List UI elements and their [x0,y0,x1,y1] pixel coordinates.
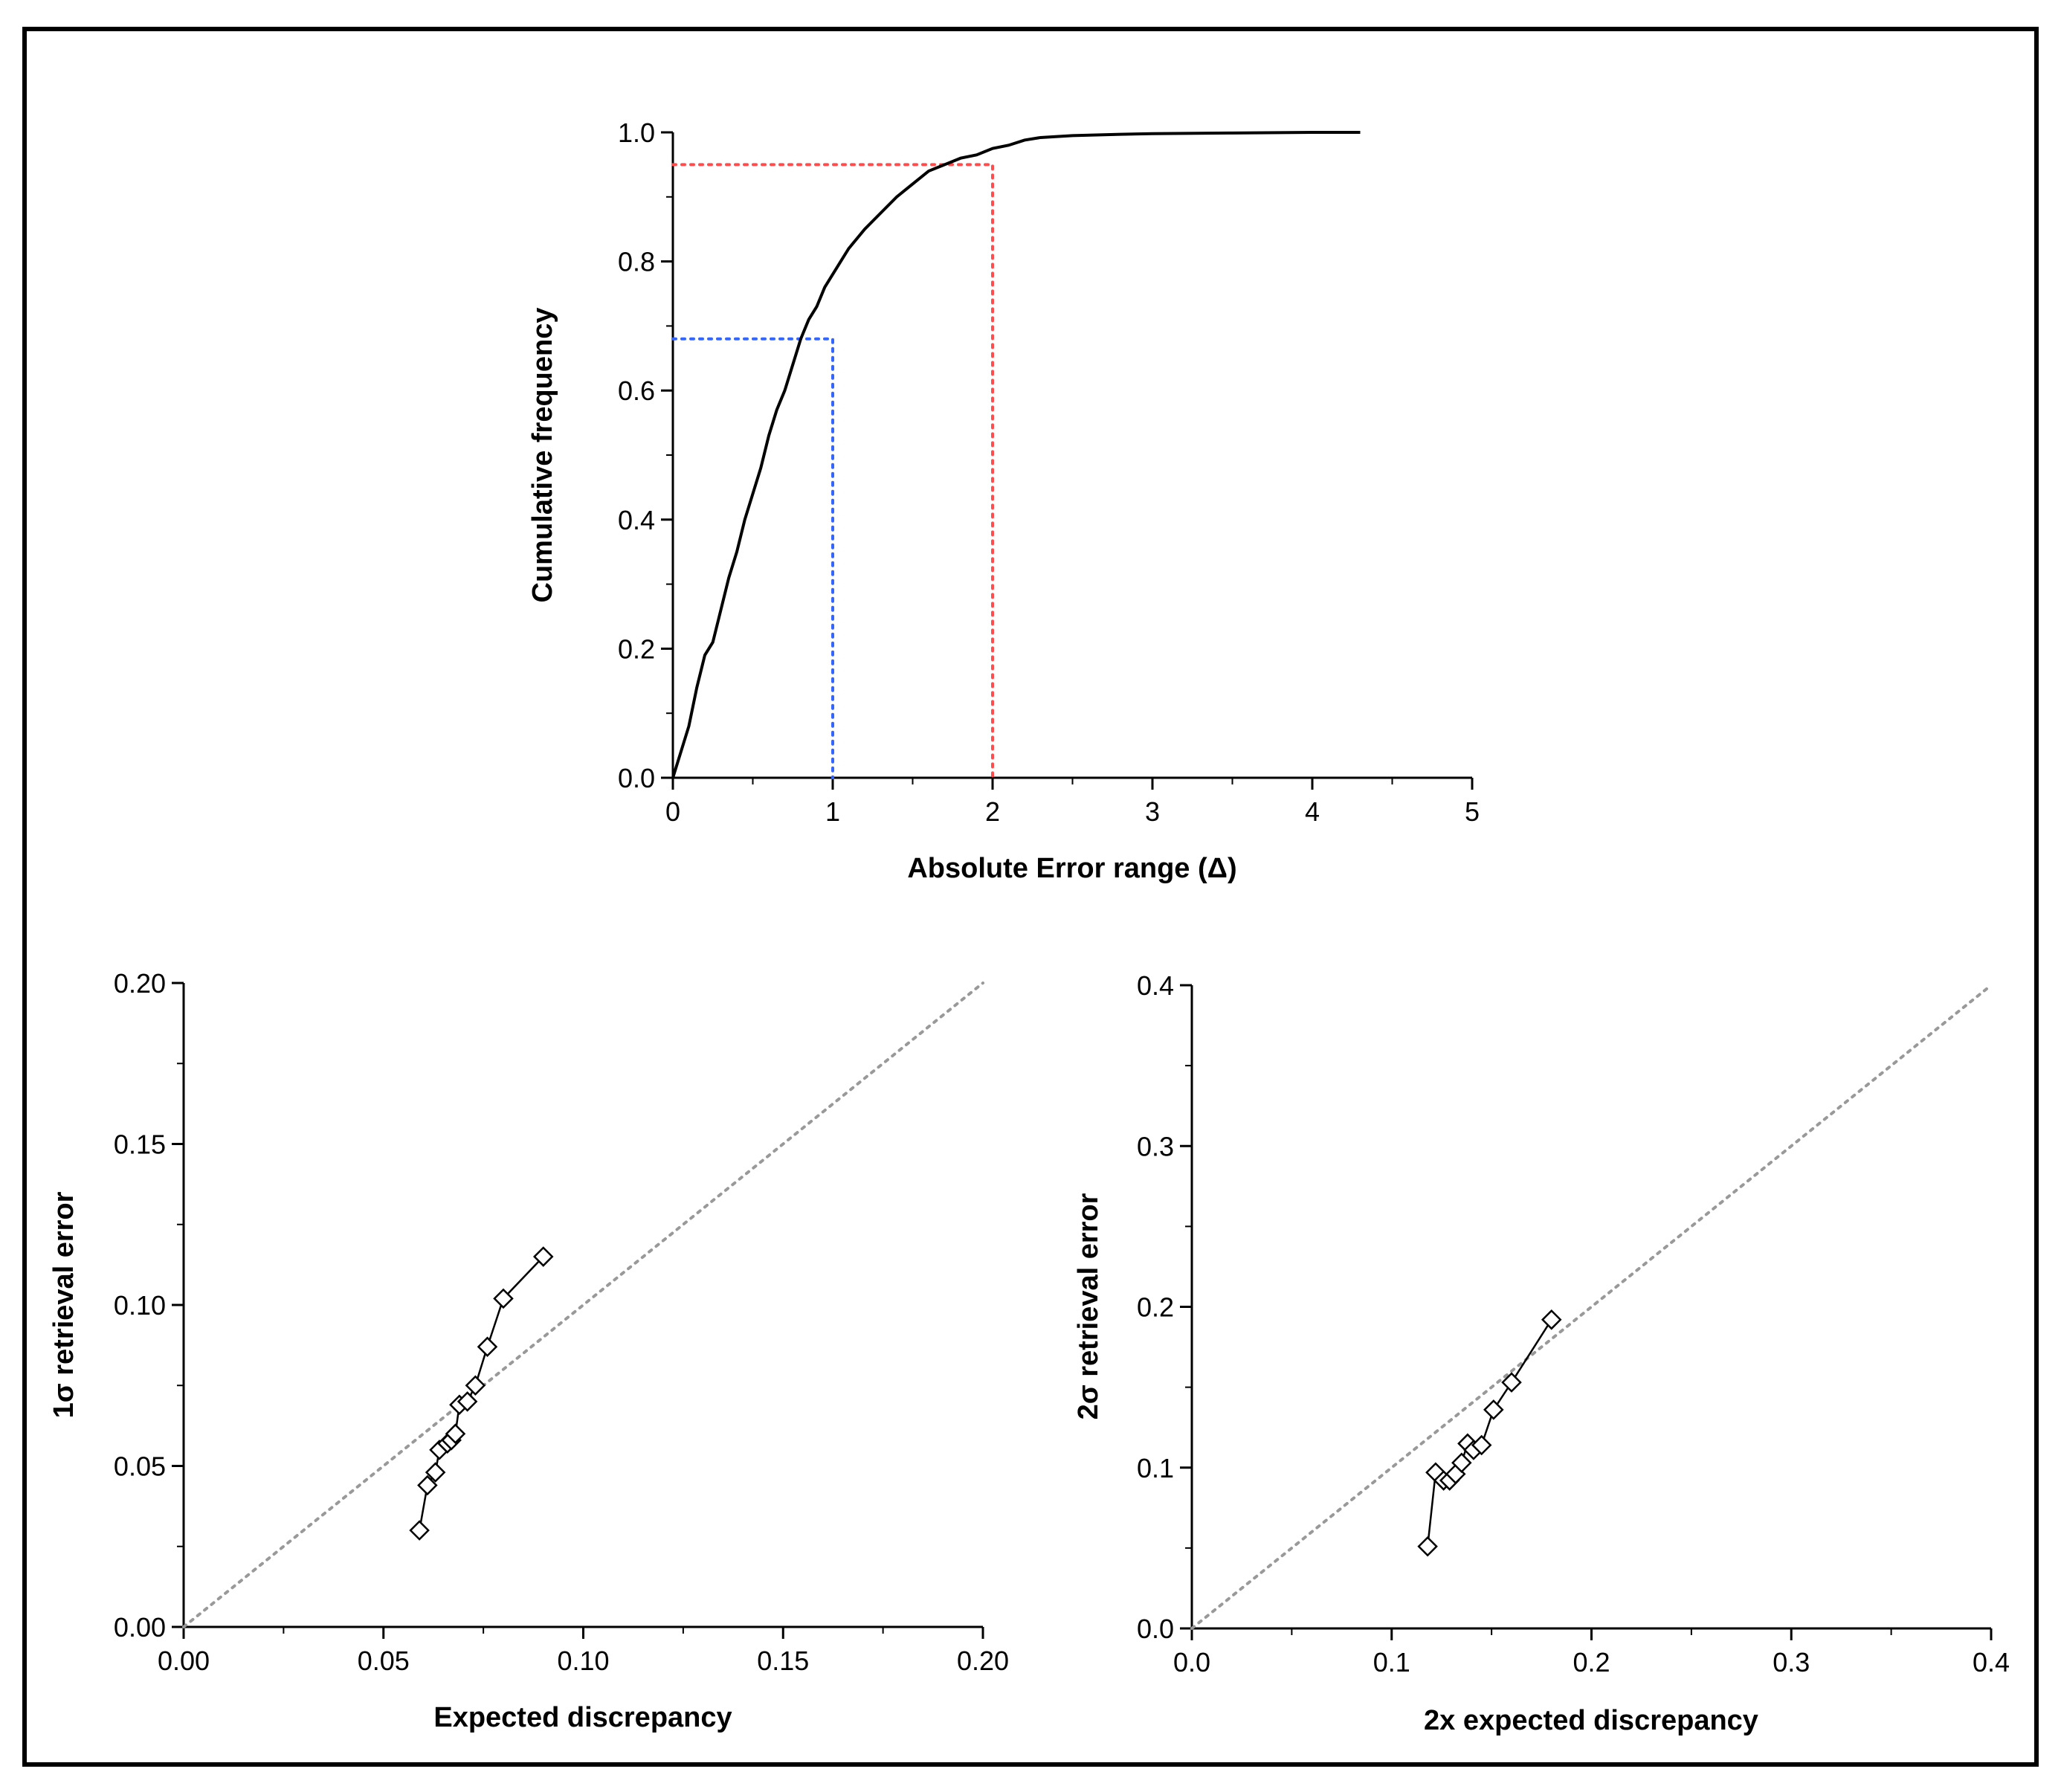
data-point [477,1336,498,1358]
x-tick-label: 0.20 [957,1646,1009,1676]
x-axis-title: 2x expected discrepancy [1424,1705,1758,1736]
y-axis-title: 1σ retrieval error [48,1191,80,1418]
y-tick-label: 0.4 [618,505,655,535]
data-point [532,1246,554,1267]
x-tick-label: 0.05 [358,1646,410,1676]
y-tick-label: 0.2 [1137,1292,1174,1323]
y-tick-label: 0.05 [114,1451,166,1482]
data-point [1417,1535,1438,1557]
data-point [493,1288,514,1309]
chart-1: 0 1 2 3 4 5 0.0 0.2 0.4 0.6 0.8 1.0 Absolute Error r… [527,117,1480,884]
data-point [465,1375,486,1396]
y-tick-label: 0.3 [1137,1131,1174,1161]
x-tick-label: 0.3 [1773,1647,1810,1677]
data-point [409,1520,430,1541]
y-tick-label: 0.20 [114,968,166,999]
y-tick-label: 0.15 [114,1129,166,1160]
y-axis-title: Cumulative frequency [527,308,558,603]
x-tick-label: 0.4 [1973,1647,2010,1677]
x-tick-label: 0.00 [158,1646,210,1676]
reference-line [1190,984,1993,1630]
data-point [1483,1399,1504,1420]
data-point [457,1391,478,1412]
series-line [418,1256,544,1531]
chart-3: 0.0 0.1 0.2 0.3 0.4 0.0 0.1 0.2 0.3 0.4 2x expecte… [1073,970,2010,1736]
y-tick-label: 0.4 [1137,970,1174,1001]
x-tick-label: 0.15 [757,1646,809,1676]
data-point [1501,1372,1522,1393]
data-point [445,1423,466,1444]
data-point [1451,1452,1472,1474]
data-point [1471,1434,1492,1456]
x-axis-title: Expected discrepancy [433,1702,732,1733]
x-tick-label: 0.10 [557,1646,609,1676]
y-tick-label: 0.0 [618,763,655,793]
x-axis-title: Absolute Error range (Δ) [907,853,1236,884]
x-tick-label: 3 [1145,796,1160,827]
y-tick-label: 0.6 [618,376,655,406]
y-tick-label: 0.10 [114,1290,166,1321]
data-point [1541,1309,1562,1330]
data-point [417,1474,438,1496]
x-tick-label: 0.2 [1573,1647,1610,1677]
x-tick-label: 5 [1465,796,1480,827]
x-tick-label: 2 [985,796,1000,827]
y-tick-label: 0.1 [1137,1453,1174,1483]
y-tick-label: 0.8 [618,247,655,277]
x-tick-label: 0.0 [1173,1647,1210,1677]
reference-line [671,337,834,779]
y-tick-label: 0.2 [618,634,655,664]
reference-line [671,163,994,779]
x-tick-label: 1 [825,796,840,827]
y-tick-label: 0.00 [114,1612,166,1643]
figure-frame [22,27,2039,1767]
y-axis-title: 2σ retrieval error [1073,1193,1104,1419]
data-point [425,1462,446,1483]
x-tick-label: 0 [665,796,680,827]
x-tick-label: 0.1 [1373,1647,1410,1677]
y-tick-label: 0.0 [1137,1614,1174,1644]
y-tick-label: 1.0 [618,117,655,148]
series-line [671,131,1361,779]
x-tick-label: 4 [1305,796,1320,827]
chart-2: 0.00 0.05 0.10 0.15 0.20 0.00 0.05 0.10 0.15 0.20… [48,968,1009,1733]
reference-line [182,982,984,1628]
